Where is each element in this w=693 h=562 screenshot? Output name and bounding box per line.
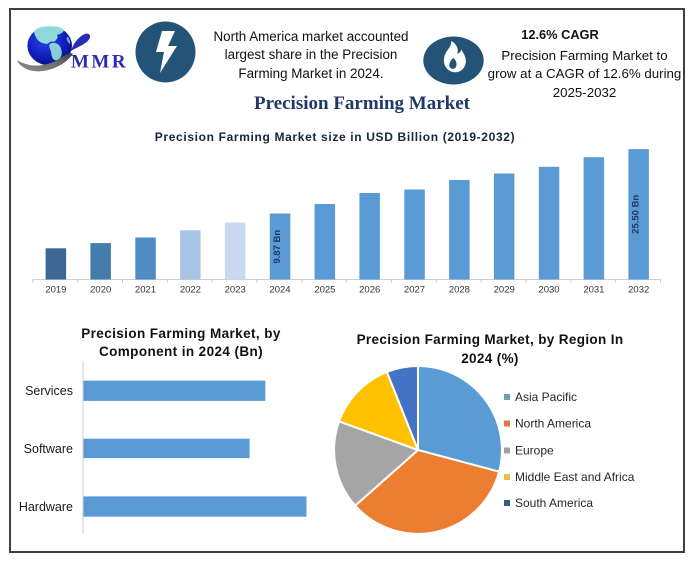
- svg-text:Hardware: Hardware: [19, 500, 73, 514]
- svg-text:2031: 2031: [583, 285, 604, 296]
- svg-text:Asia Pacific: Asia Pacific: [515, 390, 577, 404]
- svg-text:Software: Software: [24, 442, 73, 456]
- svg-text:2028: 2028: [449, 285, 470, 296]
- svg-text:North America: North America: [515, 417, 591, 431]
- svg-text:2030: 2030: [538, 285, 559, 296]
- svg-text:2019: 2019: [45, 285, 66, 296]
- svg-text:2032: 2032: [628, 285, 649, 296]
- svg-text:South America: South America: [515, 496, 593, 510]
- svg-text:2024: 2024: [269, 285, 290, 296]
- svg-text:Services: Services: [25, 384, 73, 398]
- svg-text:2022: 2022: [180, 285, 201, 296]
- svg-text:Middle East and Africa: Middle East and Africa: [515, 470, 635, 484]
- svg-text:2023: 2023: [225, 285, 246, 296]
- svg-text:2027: 2027: [404, 285, 425, 296]
- svg-text:Europe: Europe: [515, 444, 554, 458]
- svg-text:2021: 2021: [135, 285, 156, 296]
- svg-text:25.50 Bn: 25.50 Bn: [631, 195, 642, 234]
- svg-text:2029: 2029: [494, 285, 515, 296]
- svg-text:2020: 2020: [90, 285, 111, 296]
- svg-text:MMR: MMR: [71, 52, 128, 73]
- svg-text:2025: 2025: [314, 285, 335, 296]
- svg-text:9.87 Bn: 9.87 Bn: [272, 230, 283, 264]
- svg-text:2026: 2026: [359, 285, 380, 296]
